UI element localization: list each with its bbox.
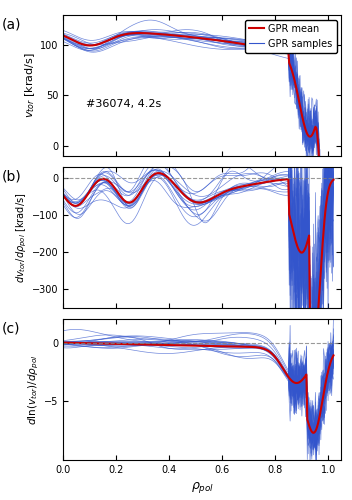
X-axis label: $\rho_{pol}$: $\rho_{pol}$ [191,480,214,496]
Text: #36074, 4.2s: #36074, 4.2s [86,98,161,108]
Text: (c): (c) [2,322,21,336]
Text: (a): (a) [2,18,22,32]
Y-axis label: $d\ln(v_{tor})/d\rho_{pol}$: $d\ln(v_{tor})/d\rho_{pol}$ [27,354,41,425]
Y-axis label: $v_{tor}$ [krad/s]: $v_{tor}$ [krad/s] [24,52,37,118]
Text: (b): (b) [2,170,22,184]
Legend: GPR mean, GPR samples: GPR mean, GPR samples [245,20,337,52]
Y-axis label: $dv_{tor}/d\rho_{pol}$ [krad/s]: $dv_{tor}/d\rho_{pol}$ [krad/s] [15,192,29,282]
